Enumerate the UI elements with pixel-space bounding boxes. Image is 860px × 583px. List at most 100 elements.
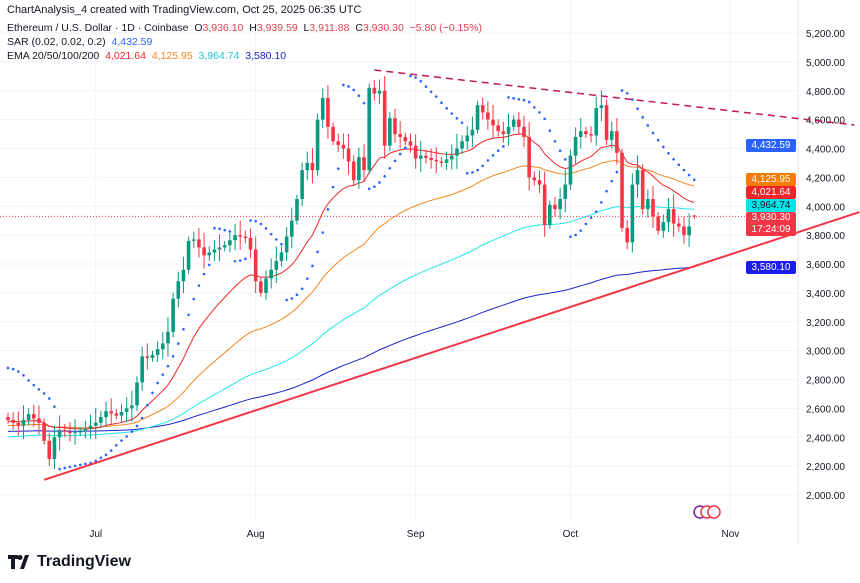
sar-dot — [620, 89, 624, 92]
candle — [367, 83, 371, 175]
candle-body — [496, 125, 500, 132]
candle — [671, 194, 676, 237]
candle — [109, 398, 113, 426]
candle — [501, 121, 506, 143]
candle-body — [568, 155, 573, 185]
candle — [692, 214, 697, 219]
sar-dot — [73, 464, 77, 468]
symbol-name[interactable]: Ethereum / U.S. Dollar · 1D · Coinbase — [7, 22, 189, 34]
close-label: C — [355, 22, 363, 34]
candle-body — [52, 437, 57, 459]
candle — [341, 133, 346, 159]
sar-dot — [682, 168, 686, 172]
candle — [568, 149, 573, 191]
ema-row[interactable]: EMA 20/50/100/200 4,021.64 4,125.95 3,96… — [7, 49, 482, 63]
candle-body — [37, 418, 41, 423]
candle — [460, 135, 464, 154]
candle-body — [135, 382, 139, 406]
candle — [651, 186, 655, 229]
sar-dot — [254, 219, 257, 223]
candle — [290, 207, 294, 249]
candle — [32, 404, 36, 428]
sar-dot — [367, 187, 371, 191]
candle-body — [269, 269, 273, 279]
candle — [88, 414, 93, 439]
sar-dot — [27, 379, 30, 382]
ema20-price-tag: 4,021.64 — [746, 186, 796, 199]
candle-body — [233, 235, 237, 241]
candle-body — [594, 108, 599, 136]
candle — [279, 246, 284, 267]
candle — [388, 112, 392, 152]
symbol-row: Ethereum / U.S. Dollar · 1D · Coinbase O… — [7, 21, 482, 35]
candle — [357, 147, 361, 189]
candle — [687, 213, 691, 247]
candle — [351, 155, 356, 186]
candle-body — [511, 119, 516, 127]
candle-body — [21, 419, 26, 426]
sar-dot — [636, 107, 639, 111]
candle — [42, 418, 46, 445]
sar-dot — [440, 101, 443, 104]
sar-dot — [579, 229, 583, 232]
candle — [191, 231, 196, 248]
y-tick-label: 4,800.00 — [806, 87, 845, 98]
candle — [599, 90, 604, 122]
ema200-value: 3,580.10 — [245, 50, 287, 62]
sar-dot — [249, 219, 252, 222]
candle — [553, 197, 557, 217]
candle — [331, 122, 335, 146]
x-tick-label: Aug — [247, 529, 265, 540]
sar-dot — [280, 242, 283, 246]
candle — [78, 427, 83, 437]
candle-body — [155, 349, 160, 355]
sar-dot — [569, 235, 572, 239]
candle-body — [57, 430, 62, 438]
candle-body — [16, 422, 21, 426]
sar-dot — [378, 181, 381, 184]
sar-dot — [362, 101, 366, 105]
sar-dot — [99, 456, 103, 460]
candle — [264, 270, 268, 300]
candle — [444, 151, 449, 170]
logo-text: TradingView — [37, 553, 131, 570]
candle — [439, 157, 444, 167]
ema20-line — [7, 133, 695, 430]
y-tick-label: 4,200.00 — [806, 173, 845, 184]
sar-dot — [610, 179, 614, 183]
sar-row[interactable]: SAR (0.02, 0.02, 0.2) 4,432.59 — [7, 35, 482, 49]
candle — [429, 148, 433, 169]
sar-dot — [290, 297, 294, 300]
candle-body — [145, 356, 150, 358]
sar-dot — [409, 74, 412, 78]
sar-dot — [32, 383, 36, 387]
candle — [403, 132, 408, 146]
tradingview-logo[interactable]: TradingView — [8, 553, 131, 571]
candle — [212, 240, 217, 262]
event-icon — [707, 505, 721, 519]
candle-body — [604, 105, 609, 140]
sar-dot — [471, 170, 474, 174]
candle — [506, 113, 511, 146]
candle — [677, 217, 681, 232]
sar-dot — [352, 88, 356, 92]
candle — [511, 115, 516, 131]
candle — [320, 88, 325, 129]
candle — [228, 232, 232, 253]
legend: Ethereum / U.S. Dollar · 1D · Coinbase O… — [7, 21, 482, 63]
sar-dot — [53, 405, 56, 408]
candle — [449, 144, 454, 170]
sar-dot — [656, 138, 660, 142]
candle — [630, 173, 635, 253]
sar-dot — [42, 392, 46, 395]
sar-dot — [140, 416, 144, 420]
candle-body — [357, 157, 361, 181]
candle — [83, 420, 88, 439]
sar-dot — [491, 154, 495, 157]
sar-dot — [667, 151, 670, 155]
candle — [609, 121, 614, 149]
candle — [233, 223, 237, 251]
candle-body — [677, 223, 681, 227]
candle-body — [336, 141, 341, 145]
